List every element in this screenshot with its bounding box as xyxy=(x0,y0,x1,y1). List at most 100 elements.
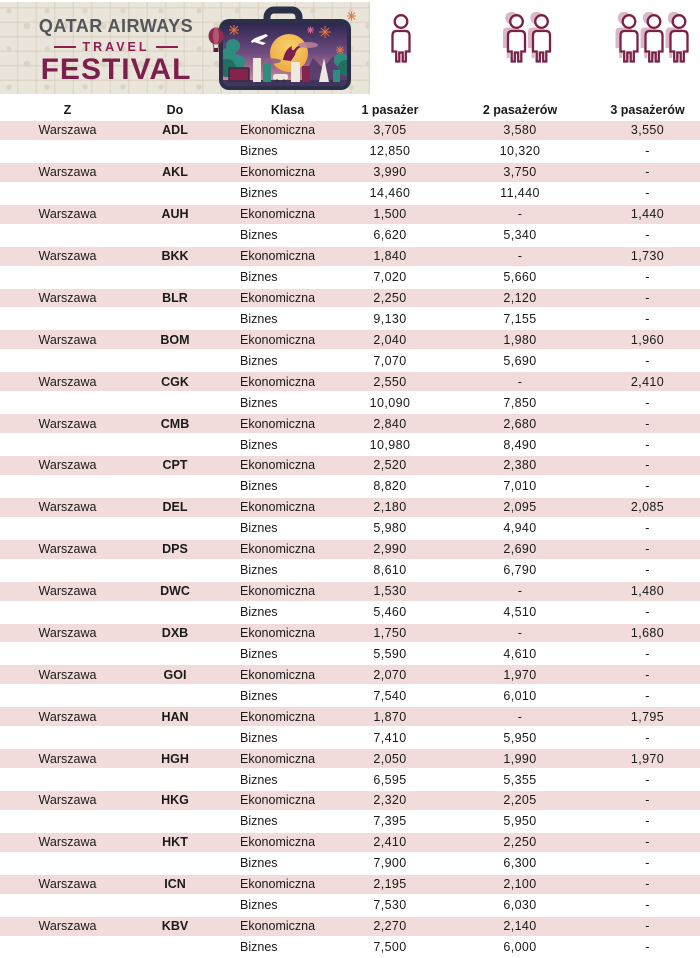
header-2pax: 2 pasażerów xyxy=(482,103,558,117)
destination-code-cell: HKT xyxy=(162,835,188,850)
fare-row: Warszawa ICN Ekonomiczna 2,195 2,100 - xyxy=(0,873,700,895)
destination-code-cell: BOM xyxy=(160,332,190,347)
class-cell: Biznes xyxy=(240,563,278,578)
price-1pax-cell: 1,500 xyxy=(373,207,407,222)
origin-cell: Warszawa xyxy=(38,793,97,808)
price-3pax-cell: - xyxy=(645,688,650,703)
class-cell: Ekonomiczna xyxy=(240,667,316,682)
price-2pax-cell: 5,355 xyxy=(503,772,537,787)
fare-row: Warszawa BLR Ekonomiczna 2,250 2,120 - xyxy=(0,287,700,309)
price-3pax-cell: - xyxy=(645,521,650,536)
fare-row: Warszawa AKL Ekonomiczna 3,990 3,750 - xyxy=(0,161,700,183)
hot-air-balloon-icon xyxy=(208,27,224,52)
price-3pax-cell: - xyxy=(645,646,650,661)
destination-code-cell: BLR xyxy=(162,290,188,305)
class-cell: Ekonomiczna xyxy=(240,165,316,180)
fare-row: Biznes 7,395 5,950 - xyxy=(0,811,700,832)
price-2pax-cell: 2,095 xyxy=(503,500,537,515)
price-3pax-cell: - xyxy=(645,479,650,494)
fare-row: Biznes 10,980 8,490 - xyxy=(0,434,700,455)
origin-cell: Warszawa xyxy=(38,123,97,138)
price-3pax-cell: 1,795 xyxy=(630,709,665,724)
destination-code-cell: CGK xyxy=(161,374,189,389)
class-cell: Biznes xyxy=(240,437,278,452)
price-2pax-cell: - xyxy=(517,709,523,724)
origin-cell: Warszawa xyxy=(38,625,97,640)
class-cell: Biznes xyxy=(240,228,278,243)
class-cell: Biznes xyxy=(240,186,278,201)
fare-row: Biznes 7,540 6,010 - xyxy=(0,685,700,706)
price-1pax-cell: 2,040 xyxy=(373,332,407,347)
header-destination: Do xyxy=(166,103,184,117)
price-2pax-cell: 2,205 xyxy=(503,793,537,808)
price-3pax-cell: - xyxy=(645,353,650,368)
destination-code-cell: HKG xyxy=(161,793,189,808)
price-1pax-cell: 7,070 xyxy=(373,353,407,368)
price-2pax-cell: 3,750 xyxy=(503,165,537,180)
price-3pax-cell: 1,730 xyxy=(630,249,665,264)
price-2pax-cell: 5,690 xyxy=(503,353,537,368)
class-cell: Biznes xyxy=(240,144,278,159)
price-1pax-cell: 6,620 xyxy=(373,228,407,243)
class-cell: Ekonomiczna xyxy=(240,793,316,808)
1-passenger-icon xyxy=(391,14,411,63)
destination-code-cell: ADL xyxy=(162,123,188,138)
price-2pax-cell: 2,140 xyxy=(503,919,537,934)
fare-row: Warszawa HAN Ekonomiczna 1,870 - 1,795 xyxy=(0,706,700,728)
price-3pax-cell: 3,550 xyxy=(630,123,665,138)
price-1pax-cell: 2,180 xyxy=(373,500,407,515)
price-2pax-cell: 7,850 xyxy=(503,395,537,410)
price-1pax-cell: 3,705 xyxy=(373,123,407,138)
class-cell: Biznes xyxy=(240,856,278,871)
class-cell: Ekonomiczna xyxy=(240,207,316,222)
origin-cell: Warszawa xyxy=(38,709,97,724)
fares-table-body: Warszawa ADL Ekonomiczna 3,705 3,580 3,550 Biz… xyxy=(0,120,700,958)
price-3pax-cell: - xyxy=(645,542,650,557)
price-2pax-cell: - xyxy=(517,584,523,599)
price-3pax-cell: - xyxy=(645,667,650,682)
origin-cell: Warszawa xyxy=(38,584,97,599)
price-2pax-cell: 2,380 xyxy=(503,458,537,473)
price-1pax-cell: 9,130 xyxy=(373,311,407,326)
fare-row: Biznes 7,070 5,690 - xyxy=(0,350,700,371)
class-cell: Ekonomiczna xyxy=(240,877,316,892)
destination-code-cell: CMB xyxy=(160,416,190,431)
2-passengers-icon xyxy=(503,12,552,63)
price-3pax-cell: - xyxy=(645,730,650,745)
class-cell: Ekonomiczna xyxy=(240,835,316,850)
price-3pax-cell: - xyxy=(645,186,650,201)
destination-code-cell: CPT xyxy=(162,458,188,473)
price-1pax-cell: 7,500 xyxy=(373,940,407,955)
destination-code-cell: DPS xyxy=(162,542,188,557)
class-cell: Ekonomiczna xyxy=(240,416,316,431)
fare-row: Warszawa DPS Ekonomiczna 2,990 2,690 - xyxy=(0,538,700,560)
price-2pax-cell: 5,660 xyxy=(503,270,537,285)
price-2pax-cell: 1,970 xyxy=(503,667,537,682)
destination-code-cell: DWC xyxy=(160,584,190,599)
price-1pax-cell: 2,250 xyxy=(373,290,407,305)
price-1pax-cell: 5,980 xyxy=(373,521,407,536)
class-cell: Biznes xyxy=(240,688,278,703)
price-3pax-cell: - xyxy=(645,835,650,850)
price-2pax-cell: 7,155 xyxy=(503,311,537,326)
price-2pax-cell: 5,950 xyxy=(503,814,537,829)
fare-row: Biznes 5,590 4,610 - xyxy=(0,643,700,664)
destination-code-cell: KBV xyxy=(161,919,189,934)
class-cell: Ekonomiczna xyxy=(240,919,316,934)
fare-row: Biznes 8,610 6,790 - xyxy=(0,560,700,581)
class-cell: Biznes xyxy=(240,479,278,494)
fare-row: Warszawa HGH Ekonomiczna 2,050 1,990 1,970 xyxy=(0,748,700,770)
header-class: Klasa xyxy=(270,103,305,117)
fare-row: Warszawa BKK Ekonomiczna 1,840 - 1,730 xyxy=(0,245,700,267)
price-3pax-cell: - xyxy=(645,772,650,787)
fare-row: Warszawa HKG Ekonomiczna 2,320 2,205 - xyxy=(0,790,700,811)
price-1pax-cell: 1,750 xyxy=(373,625,407,640)
fare-row: Warszawa CMB Ekonomiczna 2,840 2,680 - xyxy=(0,413,700,435)
origin-cell: Warszawa xyxy=(38,207,97,222)
class-cell: Ekonomiczna xyxy=(240,625,316,640)
logo-festival-word: FESTIVAL xyxy=(40,53,192,86)
price-2pax-cell: 6,010 xyxy=(503,688,537,703)
price-3pax-cell: - xyxy=(645,290,650,305)
fare-row: Biznes 6,595 5,355 - xyxy=(0,769,700,790)
